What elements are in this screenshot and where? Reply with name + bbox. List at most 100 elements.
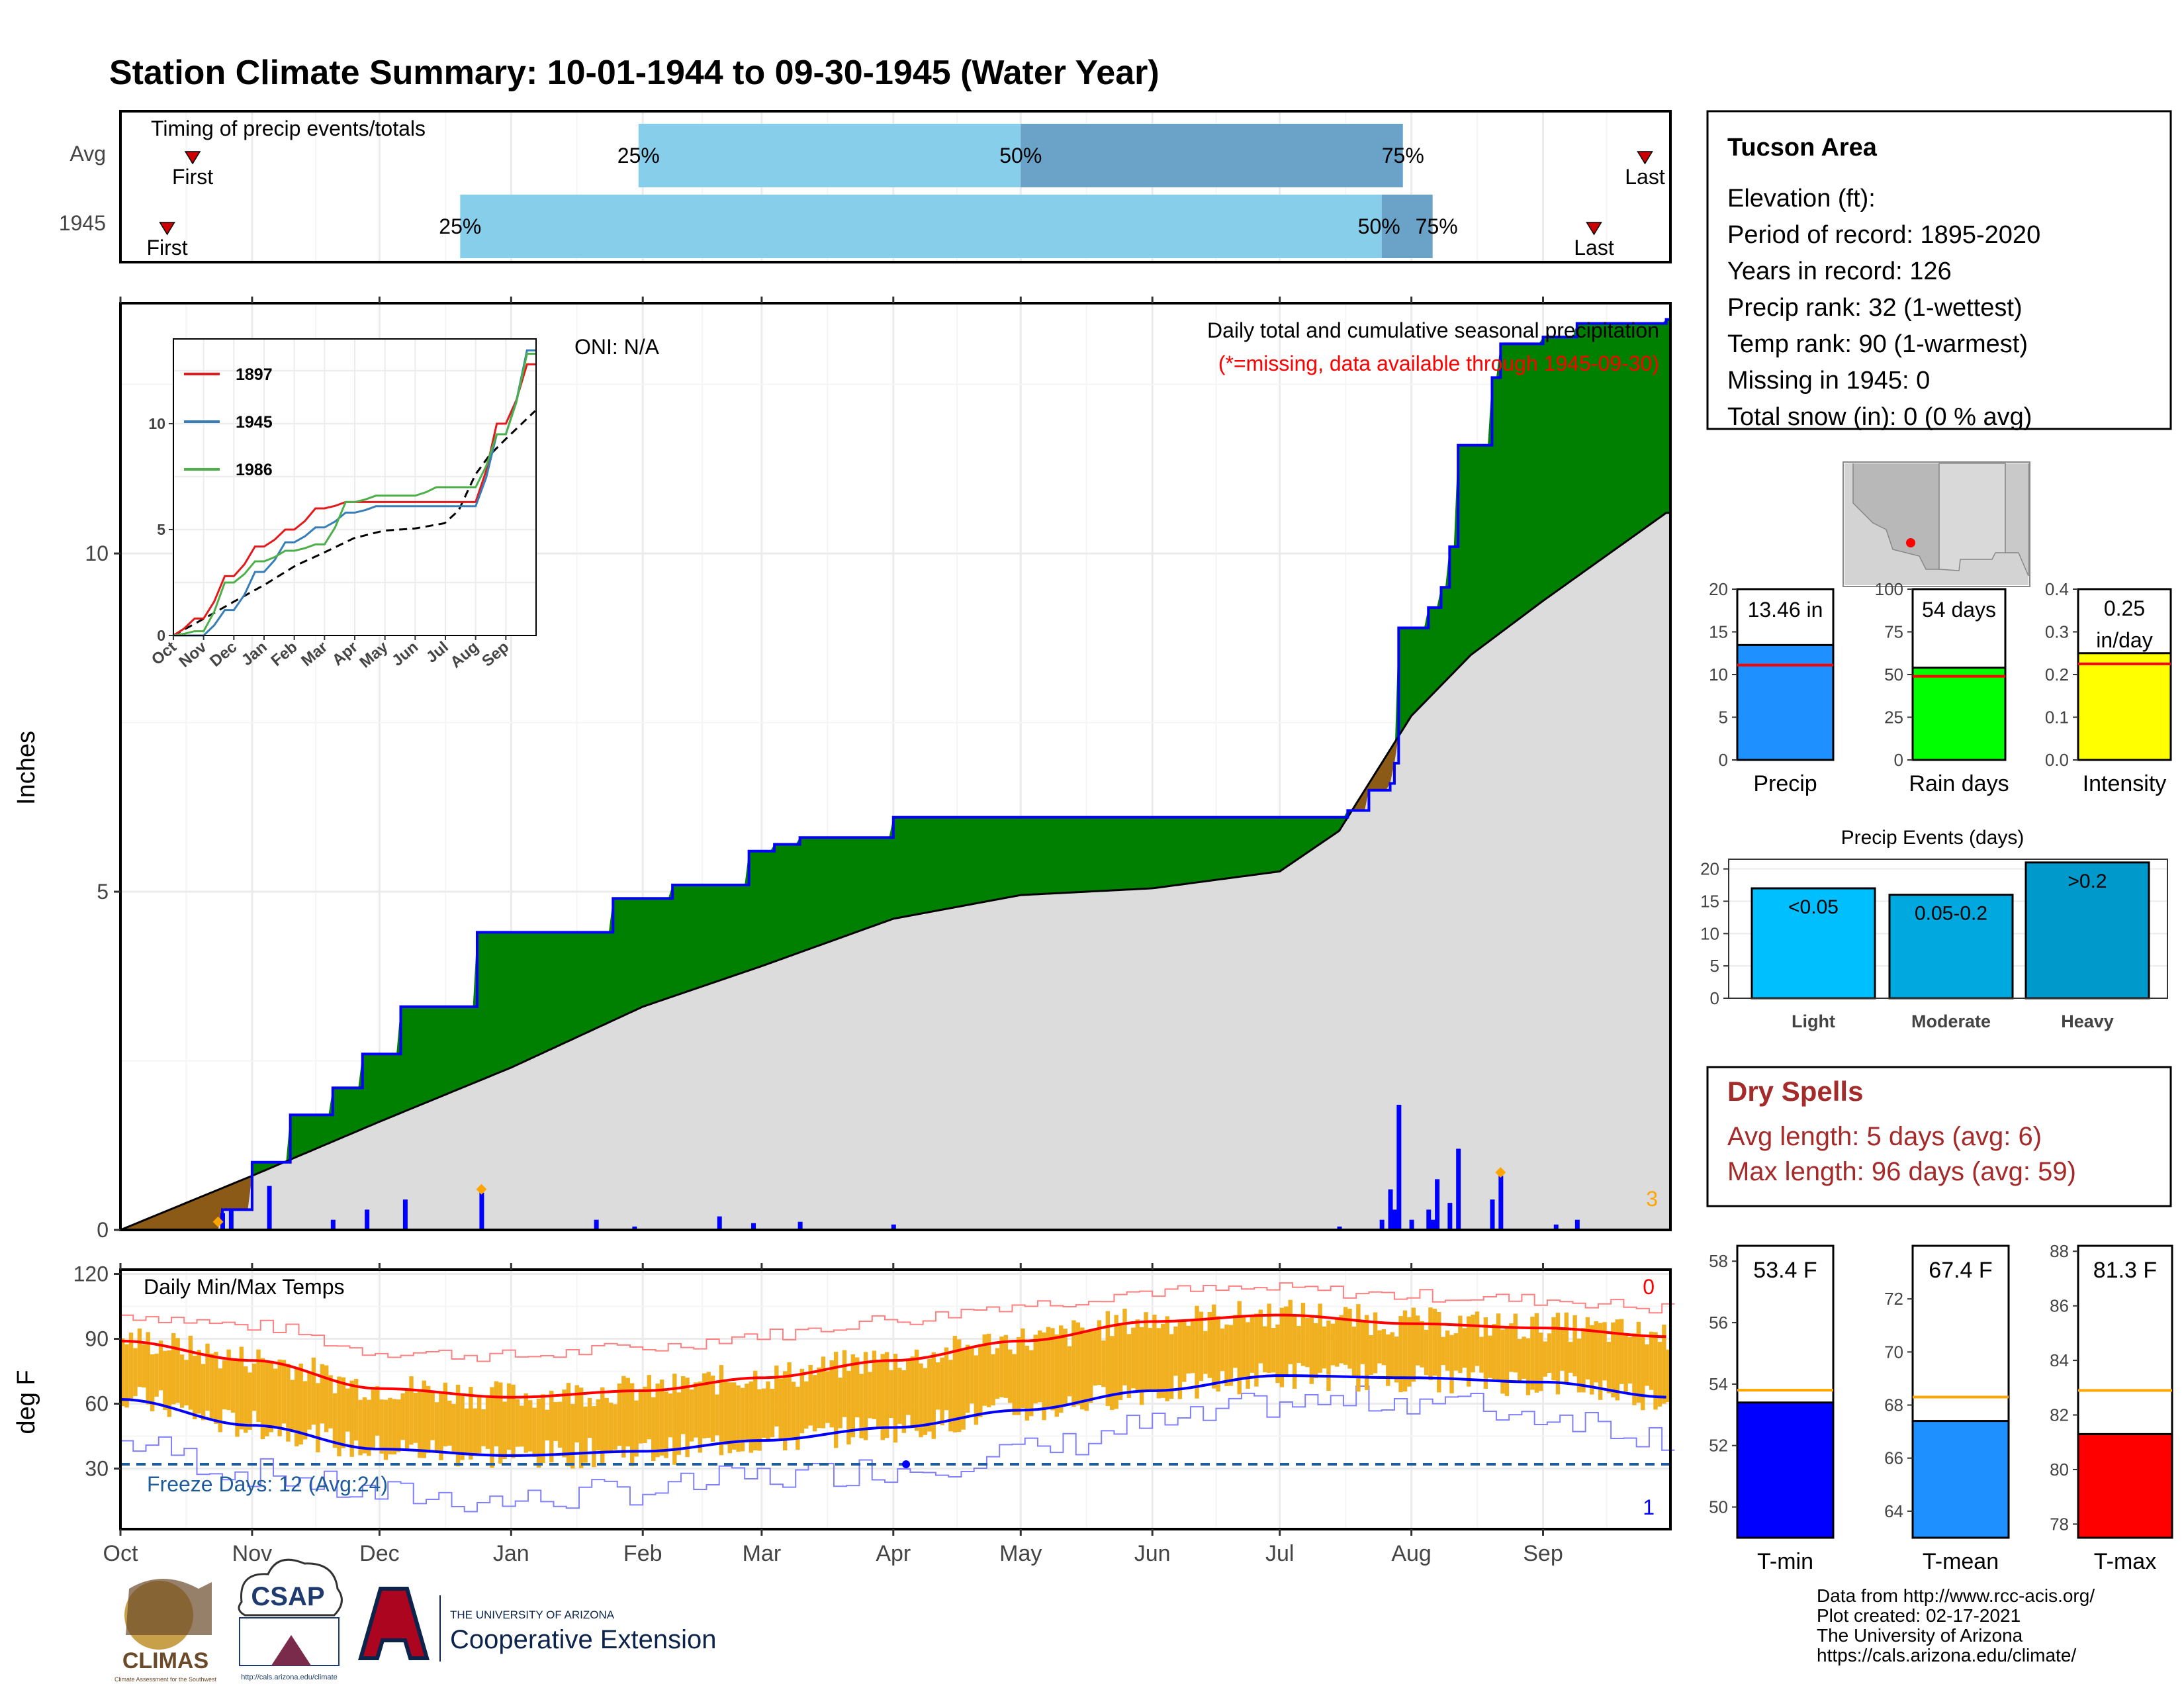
- daily-temp-range-bar: [1177, 1321, 1183, 1399]
- station-info-line: Period of record: 1895-2020: [1727, 221, 2040, 249]
- daily-temp-range-bar: [638, 1389, 643, 1444]
- daily-temp-range-bar: [523, 1393, 528, 1453]
- daily-temp-range-bar: [1619, 1319, 1624, 1384]
- temp-y-label: deg F: [13, 1370, 40, 1434]
- daily-precip-bar: [1430, 1219, 1435, 1230]
- daily-temp-range-bar: [799, 1368, 805, 1434]
- daily-temp-range-bar: [557, 1401, 563, 1448]
- summary-bar-name: Rain days: [1909, 771, 2009, 796]
- precip-average-area-lower: [120, 512, 1670, 1230]
- freeze-day-marker: [902, 1460, 911, 1468]
- record-high-line: [120, 1282, 1675, 1362]
- daily-temp-range-bar: [1576, 1338, 1582, 1393]
- summary-bar-name: Precip: [1753, 771, 1817, 796]
- station-info-box: Tucson Area Elevation (ft): Period of rec…: [1706, 110, 2172, 431]
- daily-temp-range-bar: [1326, 1320, 1331, 1391]
- events-plot: <0.05 Light 0.05-0.2 Moderate >0.2 Heavy 0 5 10 1…: [1700, 859, 2168, 1031]
- daily-temp-range-bar: [643, 1386, 647, 1444]
- daily-temp-range-bar: [676, 1392, 681, 1455]
- daily-temp-range-bar: [901, 1370, 907, 1433]
- daily-temp-range-bar: [205, 1343, 210, 1411]
- summary-bar-tick-label: 20: [1709, 579, 1728, 599]
- daily-temp-range-bar: [1292, 1315, 1297, 1389]
- daily-temp-range-bar: [498, 1382, 503, 1464]
- daily-temp-range-bar: [1500, 1329, 1505, 1394]
- timing-pct-50: 50%: [999, 144, 1042, 167]
- daily-temp-range-bar: [477, 1396, 482, 1454]
- daily-temp-range-bar: [400, 1393, 405, 1440]
- daily-temp-range-bar: [137, 1329, 142, 1387]
- daily-temp-range-bar: [600, 1387, 605, 1464]
- csap-cloud-icon: [238, 1558, 343, 1617]
- events-category-label: Light: [1792, 1011, 1835, 1031]
- daily-temp-range-bar: [341, 1377, 346, 1448]
- daily-temp-range-bar: [838, 1378, 842, 1429]
- daily-temp-range-bar: [923, 1368, 928, 1435]
- daily-temp-range-bar: [464, 1408, 469, 1456]
- temp-plot: [120, 1282, 1675, 1513]
- daily-temp-range-bar: [1627, 1336, 1633, 1383]
- temp-bar-tick-label: 68: [1884, 1395, 1903, 1415]
- daily-temp-range-bar: [812, 1375, 817, 1432]
- daily-temp-range-bar: [460, 1395, 465, 1460]
- summary-bar-value-label: 13.46 in: [1748, 598, 1823, 622]
- timing-last-marker-icon: [1637, 151, 1653, 165]
- daily-temp-range-bar: [1402, 1310, 1408, 1392]
- timing-first-marker-icon: [159, 222, 175, 236]
- temperature-bar-charts: 53.4 F 50 52 54 56 58 T-min 67.4 F 64 66 68 70 72 T-m…: [1709, 1241, 2173, 1574]
- daily-temp-range-bar: [804, 1381, 809, 1429]
- daily-temp-range-bar: [392, 1399, 397, 1455]
- daily-temp-range-bar: [349, 1380, 354, 1457]
- daily-temp-range-bar: [592, 1406, 596, 1468]
- month-tick-label: Apr: [876, 1541, 911, 1566]
- daily-temp-range-bar: [664, 1391, 668, 1458]
- daily-temp-range-bar: [1144, 1312, 1148, 1391]
- daily-temp-range-bar: [914, 1349, 919, 1431]
- oni-label: ONI: N/A: [574, 335, 660, 359]
- timing-bar-50-75: [1381, 195, 1433, 258]
- daily-temp-range-bar: [1126, 1334, 1132, 1398]
- daily-temp-range-bar: [1016, 1336, 1021, 1415]
- precip-average-line: [120, 512, 1670, 1231]
- climas-mountain-icon: [126, 1579, 212, 1635]
- daily-precip-bar: [1388, 1189, 1393, 1230]
- daily-temp-range-bar: [647, 1375, 652, 1440]
- daily-temp-range-bar: [324, 1365, 329, 1432]
- daily-temp-range-bar: [961, 1350, 966, 1430]
- daily-temp-range-bar: [863, 1352, 868, 1440]
- daily-temp-range-bar: [485, 1397, 490, 1449]
- daily-temp-range-bar: [727, 1382, 732, 1454]
- daily-temp-range-bar: [999, 1336, 1004, 1397]
- daily-temp-range-bar: [1462, 1328, 1467, 1368]
- daily-temp-range-bar: [1585, 1317, 1590, 1380]
- daily-temp-range-bar: [244, 1366, 248, 1433]
- daily-temp-range-bar: [439, 1393, 443, 1460]
- daily-temp-range-bar: [506, 1383, 512, 1450]
- daily-temp-range-bar: [702, 1373, 707, 1438]
- daily-temp-range-bar: [1101, 1340, 1106, 1387]
- daily-temp-range-bar: [740, 1387, 745, 1452]
- csap-url: http://cals.arizona.edu/climate: [241, 1673, 338, 1681]
- daily-temp-range-bar: [893, 1354, 898, 1443]
- daily-temp-range-bar: [1148, 1328, 1153, 1390]
- temp-bar-tick-label: 50: [1709, 1497, 1728, 1517]
- month-tick-label: Jul: [1265, 1541, 1294, 1566]
- daily-temp-range-bar: [1029, 1350, 1034, 1417]
- daily-temp-range-bar: [1199, 1311, 1204, 1382]
- daily-temp-range-bar: [358, 1399, 363, 1456]
- daily-temp-range-bar: [1224, 1324, 1229, 1386]
- daily-precip-bar: [1435, 1179, 1440, 1230]
- temp-y-tick-label: 120: [73, 1262, 109, 1286]
- temp-bar-2: [2077, 1432, 2173, 1539]
- daily-temp-range-bar: [1615, 1319, 1619, 1401]
- daily-temp-range-bar: [791, 1382, 796, 1440]
- daily-temp-range-bar: [927, 1358, 932, 1432]
- summary-bar-value-unit: in/day: [2096, 628, 2152, 652]
- daily-temp-range-bar: [214, 1352, 218, 1424]
- daily-temp-range-bar: [379, 1399, 384, 1454]
- month-tick-label: Dec: [359, 1541, 399, 1566]
- month-tick-label: Feb: [623, 1541, 662, 1566]
- daily-temp-range-bar: [608, 1402, 614, 1452]
- missing-note: (*=missing, data available through 1945-…: [1218, 352, 1659, 375]
- avg-min-temp-line: [120, 1374, 1666, 1457]
